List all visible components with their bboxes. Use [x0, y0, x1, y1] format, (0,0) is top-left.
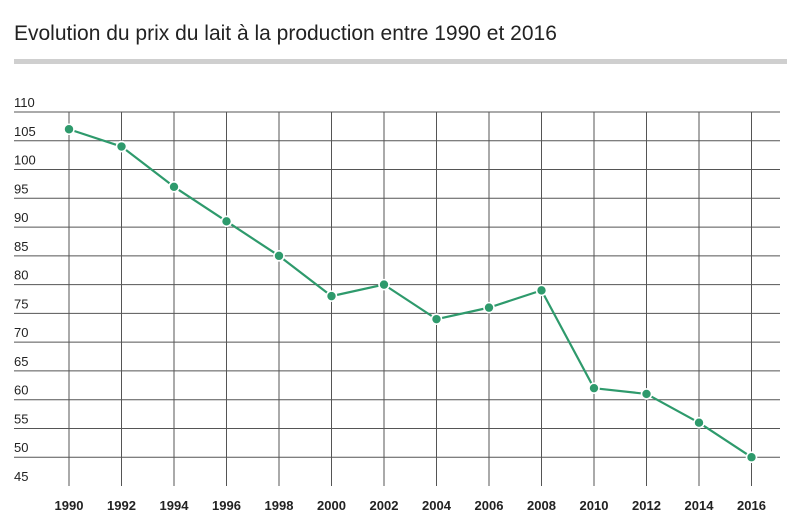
data-point: [640, 388, 653, 400]
x-tick-label: 2014: [685, 498, 715, 513]
y-tick-label: 45: [14, 469, 28, 484]
y-tick-label: 100: [14, 153, 36, 168]
y-tick-label: 95: [14, 181, 28, 196]
y-tick-label: 110: [14, 95, 35, 110]
series-layer: [63, 123, 758, 464]
data-point: [588, 382, 600, 394]
x-tick-label: 2006: [475, 498, 504, 513]
grid-lines: [14, 111, 780, 486]
y-tick-label: 60: [14, 383, 28, 398]
x-tick-label: 2002: [370, 498, 399, 513]
series-line: [68, 128, 753, 459]
y-tick-label: 65: [14, 354, 28, 369]
y-tick-label: 50: [14, 440, 28, 455]
x-axis-ticks: 1990 1992 1994 1996 1998 2000 2002 2004 2006 2008…: [55, 498, 766, 513]
y-tick-label: 75: [14, 296, 28, 311]
data-point: [115, 140, 128, 153]
data-point: [220, 215, 233, 228]
x-tick-label: 1990: [55, 498, 84, 513]
y-axis-ticks: 45 50 55 60 65 70 75 80 85 90 95 100 105 110: [14, 95, 36, 484]
y-tick-label: 80: [14, 268, 28, 283]
x-tick-label: 2016: [737, 498, 766, 513]
title-rule: [14, 59, 787, 64]
y-tick-label: 55: [14, 411, 28, 426]
x-tick-label: 1996: [212, 498, 241, 513]
data-point: [483, 301, 495, 314]
data-point: [63, 123, 75, 136]
x-tick-label: 2010: [580, 498, 609, 513]
x-tick-label: 2000: [317, 498, 346, 513]
data-point: [745, 451, 758, 464]
data-point: [273, 250, 285, 262]
data-point: [535, 284, 548, 297]
x-tick-label: 2008: [527, 498, 556, 513]
data-point: [325, 290, 338, 302]
x-tick-label: 1998: [265, 498, 294, 513]
x-tick-label: 2012: [632, 498, 661, 513]
x-tick-label: 1992: [107, 498, 136, 513]
data-point: [693, 416, 705, 429]
y-tick-label: 105: [14, 124, 36, 139]
y-tick-label: 85: [14, 239, 28, 254]
x-tick-label: 1994: [160, 498, 190, 513]
y-tick-label: 70: [14, 325, 28, 340]
data-point: [430, 313, 443, 325]
chart-title: Evolution du prix du lait à la productio…: [14, 22, 557, 45]
data-point: [168, 181, 180, 193]
y-tick-label: 90: [14, 210, 28, 225]
x-tick-label: 2004: [422, 498, 452, 513]
data-point: [378, 278, 390, 291]
